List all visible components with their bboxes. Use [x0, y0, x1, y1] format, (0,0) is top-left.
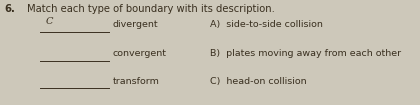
- Text: A)  side-to-side collision: A) side-to-side collision: [210, 20, 323, 29]
- Text: 6.: 6.: [4, 4, 15, 14]
- Text: C: C: [46, 17, 53, 26]
- Text: C)  head-on collision: C) head-on collision: [210, 77, 307, 86]
- Text: convergent: convergent: [113, 49, 167, 58]
- Text: transform: transform: [113, 77, 160, 86]
- Text: Match each type of boundary with its description.: Match each type of boundary with its des…: [27, 4, 275, 14]
- Text: divergent: divergent: [113, 20, 158, 29]
- Text: B)  plates moving away from each other: B) plates moving away from each other: [210, 49, 401, 58]
